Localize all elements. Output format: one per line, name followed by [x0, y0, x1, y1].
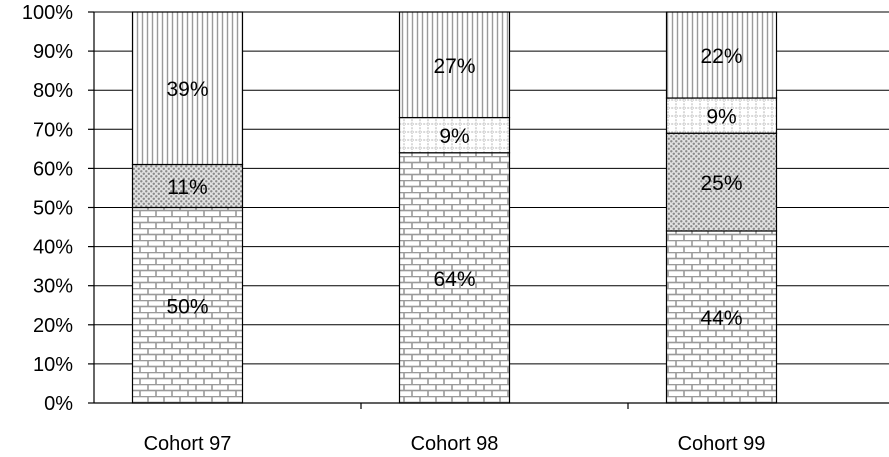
bar-segment: [665, 11, 778, 99]
y-tick-label: 40%: [33, 237, 73, 259]
bar-segment: [665, 230, 778, 404]
y-tick-label: 20%: [33, 315, 73, 337]
bar-segment: [398, 11, 511, 119]
bar-segment: [131, 163, 244, 209]
y-tick-label: 100%: [22, 2, 73, 24]
y-tick-label: 90%: [33, 41, 73, 63]
x-axis-category-labels: Cohort 97 Cohort 98 Cohort 99: [144, 433, 766, 455]
bar-segment: [665, 132, 778, 232]
y-axis-tick-labels: 0% 10% 20% 30% 40% 50% 60% 70% 80% 90% 100%: [22, 2, 73, 415]
y-tick-label: 70%: [33, 119, 73, 141]
y-tick-label: 0%: [44, 393, 73, 415]
data-label: 9%: [439, 125, 469, 148]
x-tick-label: Cohort 97: [144, 433, 232, 455]
axes: [88, 11, 889, 409]
bars: 50% 11% 39% 64% 9% 27% 44% 25% 9% 22%: [131, 11, 778, 404]
data-label: 39%: [166, 78, 208, 101]
data-label: 64%: [433, 268, 475, 291]
y-tick-label: 30%: [33, 276, 73, 298]
y-tick-label: 50%: [33, 198, 73, 220]
data-label: 27%: [433, 55, 475, 78]
bar-segment: [398, 116, 511, 154]
data-label: 44%: [700, 307, 742, 330]
y-tick-label: 10%: [33, 354, 73, 376]
data-label: 50%: [166, 295, 208, 318]
y-tick-label: 60%: [33, 158, 73, 180]
data-label: 25%: [700, 172, 742, 195]
x-tick-label: Cohort 98: [411, 433, 499, 455]
bar-segment: [131, 206, 244, 404]
y-tick-label: 80%: [33, 80, 73, 102]
data-label: 9%: [706, 106, 736, 129]
bar-segment: [398, 152, 511, 404]
x-tick-label: Cohort 99: [678, 433, 766, 455]
bar-segment: [131, 11, 244, 166]
data-label: 11%: [167, 176, 207, 199]
data-label: 22%: [700, 45, 742, 68]
